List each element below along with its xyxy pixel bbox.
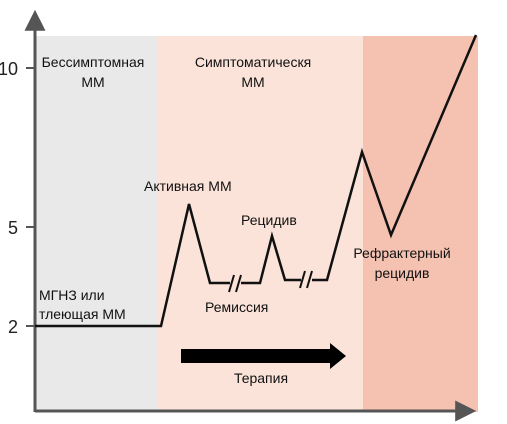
- label-mgus-line2: тлеющая ММ: [39, 306, 126, 322]
- label-remission: Ремиссия: [205, 299, 268, 315]
- y-tick-label-2: 2: [8, 317, 18, 337]
- phase-subtitle-symptomatic: ММ: [241, 74, 264, 90]
- phase-band-asymptomatic: [35, 36, 158, 412]
- label-mgus-line1: МГНЗ или: [39, 287, 105, 303]
- disease-course-curve-segment-2: [241, 231, 301, 285]
- label-refractory-line1: Рефрактерный: [353, 245, 450, 261]
- label-therapy: Терапия: [234, 370, 288, 386]
- label-active-mm: Активная ММ: [144, 178, 232, 194]
- disease-course-curve: [35, 203, 230, 328]
- phase-subtitle-asymptomatic: ММ: [81, 74, 104, 90]
- label-refractory-line2: рецидив: [375, 265, 430, 281]
- phase-title-symptomatic: Симптоматическя: [195, 54, 311, 70]
- therapy-arrow: [181, 343, 346, 369]
- break-mark-remission: [228, 274, 242, 293]
- y-tick-label-5: 5: [8, 218, 18, 238]
- break-mark-relapse: [299, 270, 313, 289]
- label-relapse: Рецидив: [241, 212, 297, 228]
- disease-course-curve-segment-3: [312, 34, 478, 282]
- phase-band-refractory: [363, 36, 478, 412]
- phase-title-asymptomatic: Бессимптомная: [42, 54, 145, 70]
- y-tick-label-10: 10: [0, 59, 18, 79]
